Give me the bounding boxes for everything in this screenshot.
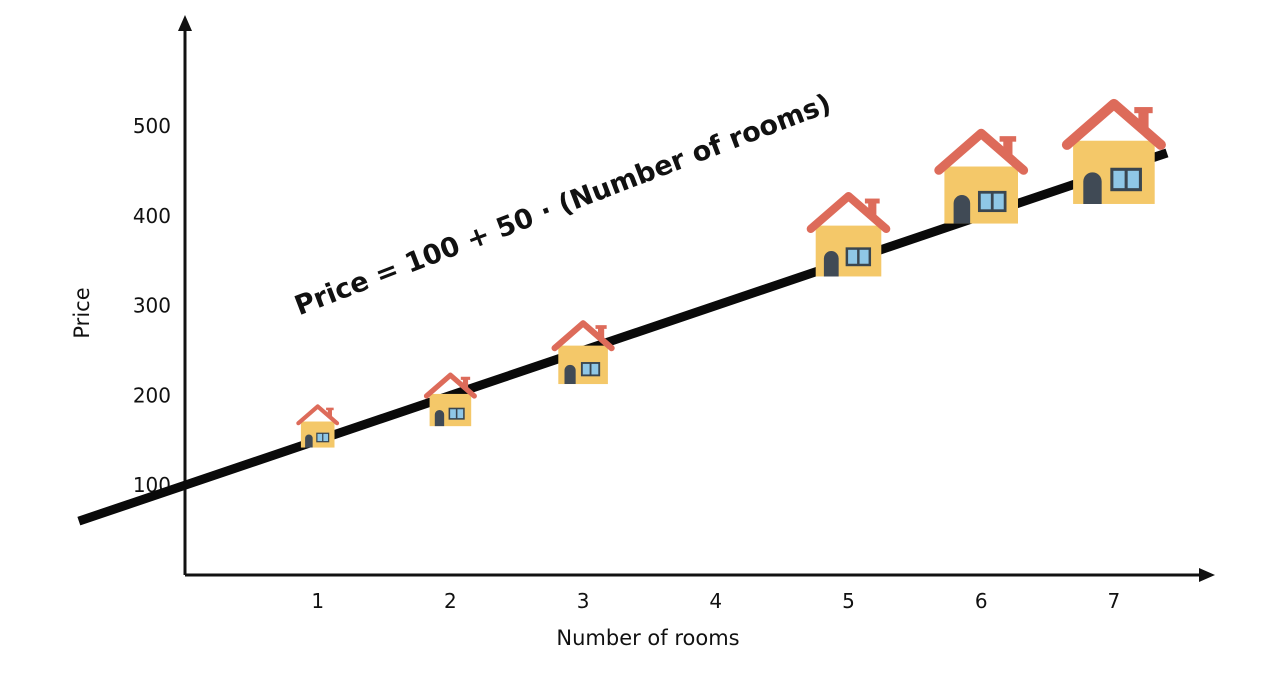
house-door bbox=[823, 251, 839, 277]
house-icon bbox=[423, 372, 477, 427]
house-door bbox=[564, 364, 576, 385]
y-tick-label: 200 bbox=[133, 383, 171, 407]
house-roof bbox=[551, 320, 615, 352]
y-tick-label: 400 bbox=[133, 204, 171, 228]
house-door bbox=[305, 434, 313, 448]
house-icon bbox=[806, 192, 891, 277]
chimney-cap bbox=[864, 198, 880, 204]
chimney bbox=[327, 408, 332, 418]
x-axis-label: Number of rooms bbox=[556, 626, 739, 650]
house-door bbox=[953, 195, 971, 224]
house-door bbox=[1083, 172, 1102, 204]
chimney bbox=[868, 201, 877, 218]
chimney-cap bbox=[999, 136, 1017, 142]
house-icon bbox=[551, 320, 615, 385]
house-roof bbox=[934, 128, 1029, 175]
house-icon bbox=[1061, 98, 1166, 204]
x-tick-label: 4 bbox=[709, 589, 722, 613]
x-tick-label: 3 bbox=[577, 589, 590, 613]
chimney-cap bbox=[326, 407, 334, 411]
house-roof bbox=[806, 192, 891, 234]
x-tick-label: 1 bbox=[311, 589, 324, 613]
house-icon bbox=[934, 128, 1029, 224]
x-tick-label: 7 bbox=[1108, 589, 1121, 613]
y-tick-label: 300 bbox=[133, 294, 171, 318]
x-tick-label: 5 bbox=[842, 589, 855, 613]
x-axis-arrow-icon bbox=[1199, 568, 1215, 582]
chimney-cap bbox=[1134, 107, 1153, 114]
x-tick-labels: 1 2 3 4 5 6 7 bbox=[311, 589, 1120, 613]
house-icon bbox=[296, 404, 340, 448]
chimney bbox=[1138, 110, 1149, 131]
y-tick-label: 500 bbox=[133, 114, 171, 138]
y-axis-label: Price bbox=[70, 287, 94, 338]
chimney bbox=[597, 327, 605, 340]
equation-label: Price = 100 + 50 · (Number of rooms) bbox=[290, 88, 835, 322]
chimney-cap bbox=[460, 376, 471, 380]
house-door bbox=[434, 410, 445, 427]
chimney-cap bbox=[595, 325, 607, 329]
house-roof bbox=[296, 404, 340, 426]
x-tick-label: 2 bbox=[444, 589, 457, 613]
y-axis-arrow-icon bbox=[178, 15, 192, 31]
house-roof bbox=[1061, 98, 1166, 150]
house-markers bbox=[296, 98, 1166, 448]
chimney bbox=[1003, 138, 1013, 158]
chimney bbox=[462, 378, 469, 389]
house-roof bbox=[423, 372, 477, 399]
x-tick-label: 6 bbox=[975, 589, 988, 613]
